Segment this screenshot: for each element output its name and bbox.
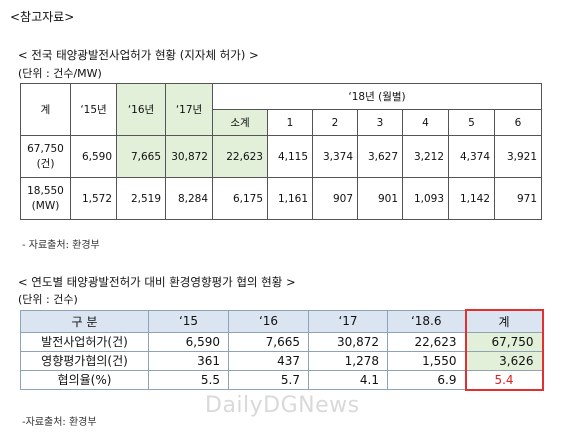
cell: 1,278: [308, 350, 388, 371]
header-month: 5: [448, 109, 495, 136]
cell: 1,572: [70, 177, 117, 220]
watermark: DailyDGNews: [205, 393, 360, 418]
eia-consultation-table: 구 분 ‘15 ‘16 ‘17 ‘18.6 계 발전사업허가(건) 6,590 …: [20, 309, 544, 391]
cell: 22,623: [387, 331, 466, 352]
section2-title: < 연도별 태양광발전허가 대비 환경영향평가 협의 현황 >: [18, 275, 296, 289]
cell: 6,590: [70, 135, 117, 178]
header-total: 계: [464, 309, 544, 333]
header-month: 4: [402, 109, 449, 136]
header-total: 계: [20, 83, 71, 136]
table-header-row: 구 분 ‘15 ‘16 ‘17 ‘18.6 계: [20, 309, 544, 333]
row-label: 영향평가협의(건): [20, 350, 149, 371]
total-rate-cell: 5.4: [464, 369, 544, 391]
cell: 907: [312, 177, 358, 220]
cell: 3,374: [312, 135, 358, 178]
total-cell: 67,750: [464, 331, 544, 352]
header-2017: ‘17년: [165, 83, 213, 136]
header-month: 2: [312, 109, 358, 136]
cell: 1,550: [387, 350, 466, 371]
cell: 2,519: [116, 177, 166, 220]
header-2018-monthly: ‘18년 (월별): [211, 83, 543, 110]
table-row: 발전사업허가(건) 6,590 7,665 30,872 22,623 67,7…: [20, 331, 544, 352]
header-2018-6: ‘18.6: [387, 309, 466, 333]
cell: 30,872: [308, 331, 388, 352]
cell: 6,175: [212, 177, 268, 220]
header-category: 구 분: [20, 309, 149, 333]
cell: 971: [493, 177, 543, 220]
header-2016: ‘16년: [116, 83, 166, 136]
section1-source: - 자료출처: 환경부: [22, 240, 100, 251]
header-2016: ‘16: [228, 309, 309, 333]
cell: 5.5: [148, 369, 229, 390]
table-row: 67,750 (건) 6,590 7,665 30,872 22,623 4,1…: [20, 135, 543, 178]
cell: 437: [228, 350, 309, 371]
cell: 4,374: [448, 135, 495, 178]
section2-unit: (단위 : 건수): [18, 293, 78, 306]
header-subtotal: 소계: [212, 109, 268, 136]
cell: 901: [357, 177, 403, 220]
cell: 1,093: [402, 177, 449, 220]
table-row: 18,550 (MW) 1,572 2,519 8,284 6,175 1,16…: [20, 177, 543, 220]
header-month: 6: [493, 109, 543, 136]
cell: 1,142: [448, 177, 495, 220]
header-month: 1: [267, 109, 313, 136]
table-row: 협의율(%) 5.5 5.7 4.1 6.9 5.4: [20, 369, 544, 391]
cell: 8,284: [165, 177, 213, 220]
row-label: 협의율(%): [20, 369, 149, 390]
cell: 361: [148, 350, 229, 371]
table-row: 영향평가협의(건) 361 437 1,278 1,550 3,626: [20, 350, 544, 371]
header-2015: ‘15: [148, 309, 229, 333]
section2-source: -자료출처: 환경부: [22, 417, 97, 428]
cell: 3,921: [493, 135, 543, 178]
header-month: 3: [357, 109, 403, 136]
section1-title: < 전국 태양광발전사업허가 현황 (지자체 허가) >: [18, 48, 259, 62]
cell: 4.1: [308, 369, 388, 390]
cell: 22,623: [212, 135, 268, 178]
total-cell: 3,626: [464, 350, 544, 371]
section1-unit: (단위 : 건수/MW): [18, 67, 102, 80]
row-label: 발전사업허가(건): [20, 331, 149, 352]
cell: 7,665: [116, 135, 166, 178]
row-total-mw: 18,550 (MW): [20, 177, 71, 220]
reference-heading: <참고자료>: [10, 10, 75, 24]
cell: 5.7: [228, 369, 309, 390]
cell: 6,590: [148, 331, 229, 352]
cell: 3,627: [357, 135, 403, 178]
row-total-count: 67,750 (건): [20, 135, 71, 178]
cell: 6.9: [387, 369, 466, 390]
header-2015: ‘15년: [70, 83, 117, 136]
cell: 7,665: [228, 331, 309, 352]
header-2017: ‘17: [308, 309, 388, 333]
solar-permit-table: 계 ‘15년 ‘16년 ‘17년 ‘18년 (월별) 소계 1 2 3 4 5 …: [20, 83, 543, 220]
cell: 1,161: [267, 177, 313, 220]
cell: 4,115: [267, 135, 313, 178]
cell: 3,212: [402, 135, 449, 178]
cell: 30,872: [165, 135, 213, 178]
